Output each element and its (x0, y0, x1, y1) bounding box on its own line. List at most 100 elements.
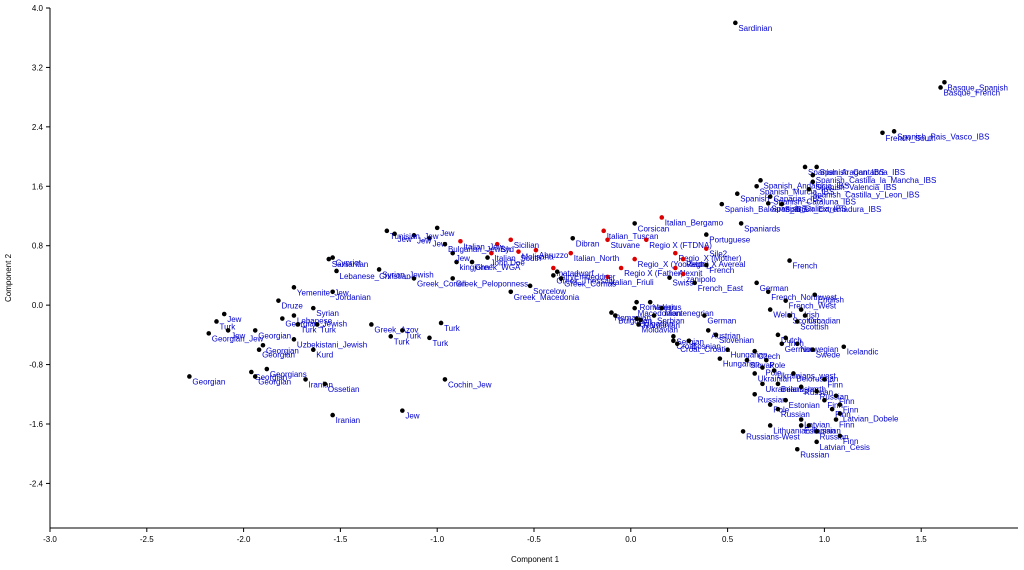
data-point (632, 221, 637, 226)
point-label: Druze (281, 302, 303, 311)
data-point (754, 280, 759, 286)
data-point (775, 406, 781, 412)
point-label: Syrian_Jewish (382, 270, 434, 279)
point-label: Scottish (800, 322, 828, 331)
data-point (752, 391, 758, 397)
data-point (787, 258, 792, 263)
data-point (837, 433, 843, 439)
point-label: Georgian (254, 373, 287, 382)
point-label: Russians-West (746, 432, 800, 441)
point-label: Hungarian (731, 351, 768, 360)
data-point (400, 408, 405, 413)
point-label: Georgian (258, 377, 291, 386)
point-label: Finn (827, 380, 843, 389)
point-label: Spanish_Extremadura_IBS (785, 205, 882, 214)
point-label: Jew (227, 315, 241, 324)
point-label: Spanish_Baleares_IBS (725, 205, 807, 214)
point-label: Ukrainians_north (765, 385, 825, 394)
point-label: Dutch (781, 336, 802, 345)
data-point (310, 347, 316, 353)
point-label: Belorussian (796, 374, 838, 383)
data-point (651, 313, 657, 318)
data-point (638, 317, 643, 323)
data-point (310, 305, 316, 311)
point-label: AiryEmbeddner (560, 273, 615, 282)
point-label: Spanish_Castilla_la_Mancha_IBS (816, 176, 937, 185)
point-label: Turk (394, 337, 411, 346)
point-label: Georgian (266, 346, 299, 355)
data-point (810, 179, 816, 185)
point-label: Georgian (258, 331, 291, 340)
point-label: Cochin_Jew (448, 380, 492, 389)
data-point (704, 246, 709, 251)
point-label: Romanian (643, 321, 679, 330)
data-point (806, 186, 812, 192)
point-label: Greek_WGA (475, 263, 521, 272)
y-axis-title: Component 2 (4, 253, 13, 302)
point-label: Bosnian (692, 342, 721, 351)
y-tick-label: -1.6 (29, 420, 43, 429)
x-tick-label: -1.0 (430, 535, 444, 544)
point-label: Italian_North (574, 254, 619, 263)
point-label: kingjohn (460, 263, 490, 272)
data-point (765, 289, 771, 295)
data-point (249, 369, 254, 375)
data-point (508, 237, 514, 243)
point-label: Portuguese (709, 236, 750, 245)
data-point (779, 341, 785, 347)
point-label: Macedonian (638, 309, 682, 318)
data-point (330, 255, 335, 260)
data-point (551, 273, 556, 278)
point-label: Lebanese_Christian (340, 272, 411, 281)
data-point (392, 231, 397, 237)
data-point (632, 256, 637, 262)
y-tick-label: 0.0 (32, 301, 44, 310)
point-label: Orcadian (808, 317, 840, 326)
point-label: Slovenian (719, 336, 754, 345)
data-point (767, 423, 773, 428)
point-label: Belarusian (781, 385, 819, 394)
point-label: Yemenite_Jew (297, 288, 349, 297)
point-label: Swede (816, 351, 841, 360)
data-point (667, 275, 672, 280)
data-point (833, 393, 839, 399)
point-label: Bulgarian (640, 320, 674, 329)
data-point (692, 280, 697, 286)
data-point (314, 322, 320, 327)
point-label: Spanish_Galicia_IBS (771, 204, 846, 213)
data-point (791, 371, 796, 376)
x-tick-label: 0.0 (625, 535, 637, 544)
data-point (775, 332, 781, 338)
point-label: Latvian (804, 421, 830, 430)
y-tick-label: 0.8 (32, 242, 44, 251)
x-tick-label: 0.5 (722, 535, 734, 544)
point-label: English (818, 296, 844, 305)
data-point (260, 342, 266, 348)
axes: -3.0 -2.5 -2.0 -1.5 -1.0 -0.5 0.0 0.5 1.0 1.5 -2.4… (29, 4, 1018, 544)
point-label: Samaritan (332, 260, 368, 269)
data-point (704, 262, 709, 268)
point-label: Italian_Tuscan (607, 232, 659, 241)
point-label: Russian (800, 450, 829, 459)
point-label: Regio_X Avereal (686, 260, 746, 269)
x-tick-label: -1.5 (334, 535, 348, 544)
data-point (533, 247, 539, 253)
point-label: Croat (676, 342, 696, 351)
data-point (551, 265, 556, 271)
data-point (787, 313, 792, 318)
point-label: Spanish_Pais_Vasco_IBS (897, 132, 989, 141)
point-label: Jew (231, 331, 245, 340)
data-point (322, 381, 328, 387)
data-point (752, 371, 758, 376)
data-point (733, 20, 738, 26)
data-point (221, 311, 227, 317)
point-label: Hungarian (723, 360, 760, 369)
data-point (822, 377, 827, 382)
point-label: Bulgarian_Jewish (448, 245, 511, 254)
data-point (400, 328, 405, 333)
data-point (280, 316, 285, 321)
point-label: Jew (417, 236, 431, 245)
data-point (767, 307, 773, 312)
point-label: Czech (758, 352, 781, 361)
data-point (434, 225, 440, 231)
